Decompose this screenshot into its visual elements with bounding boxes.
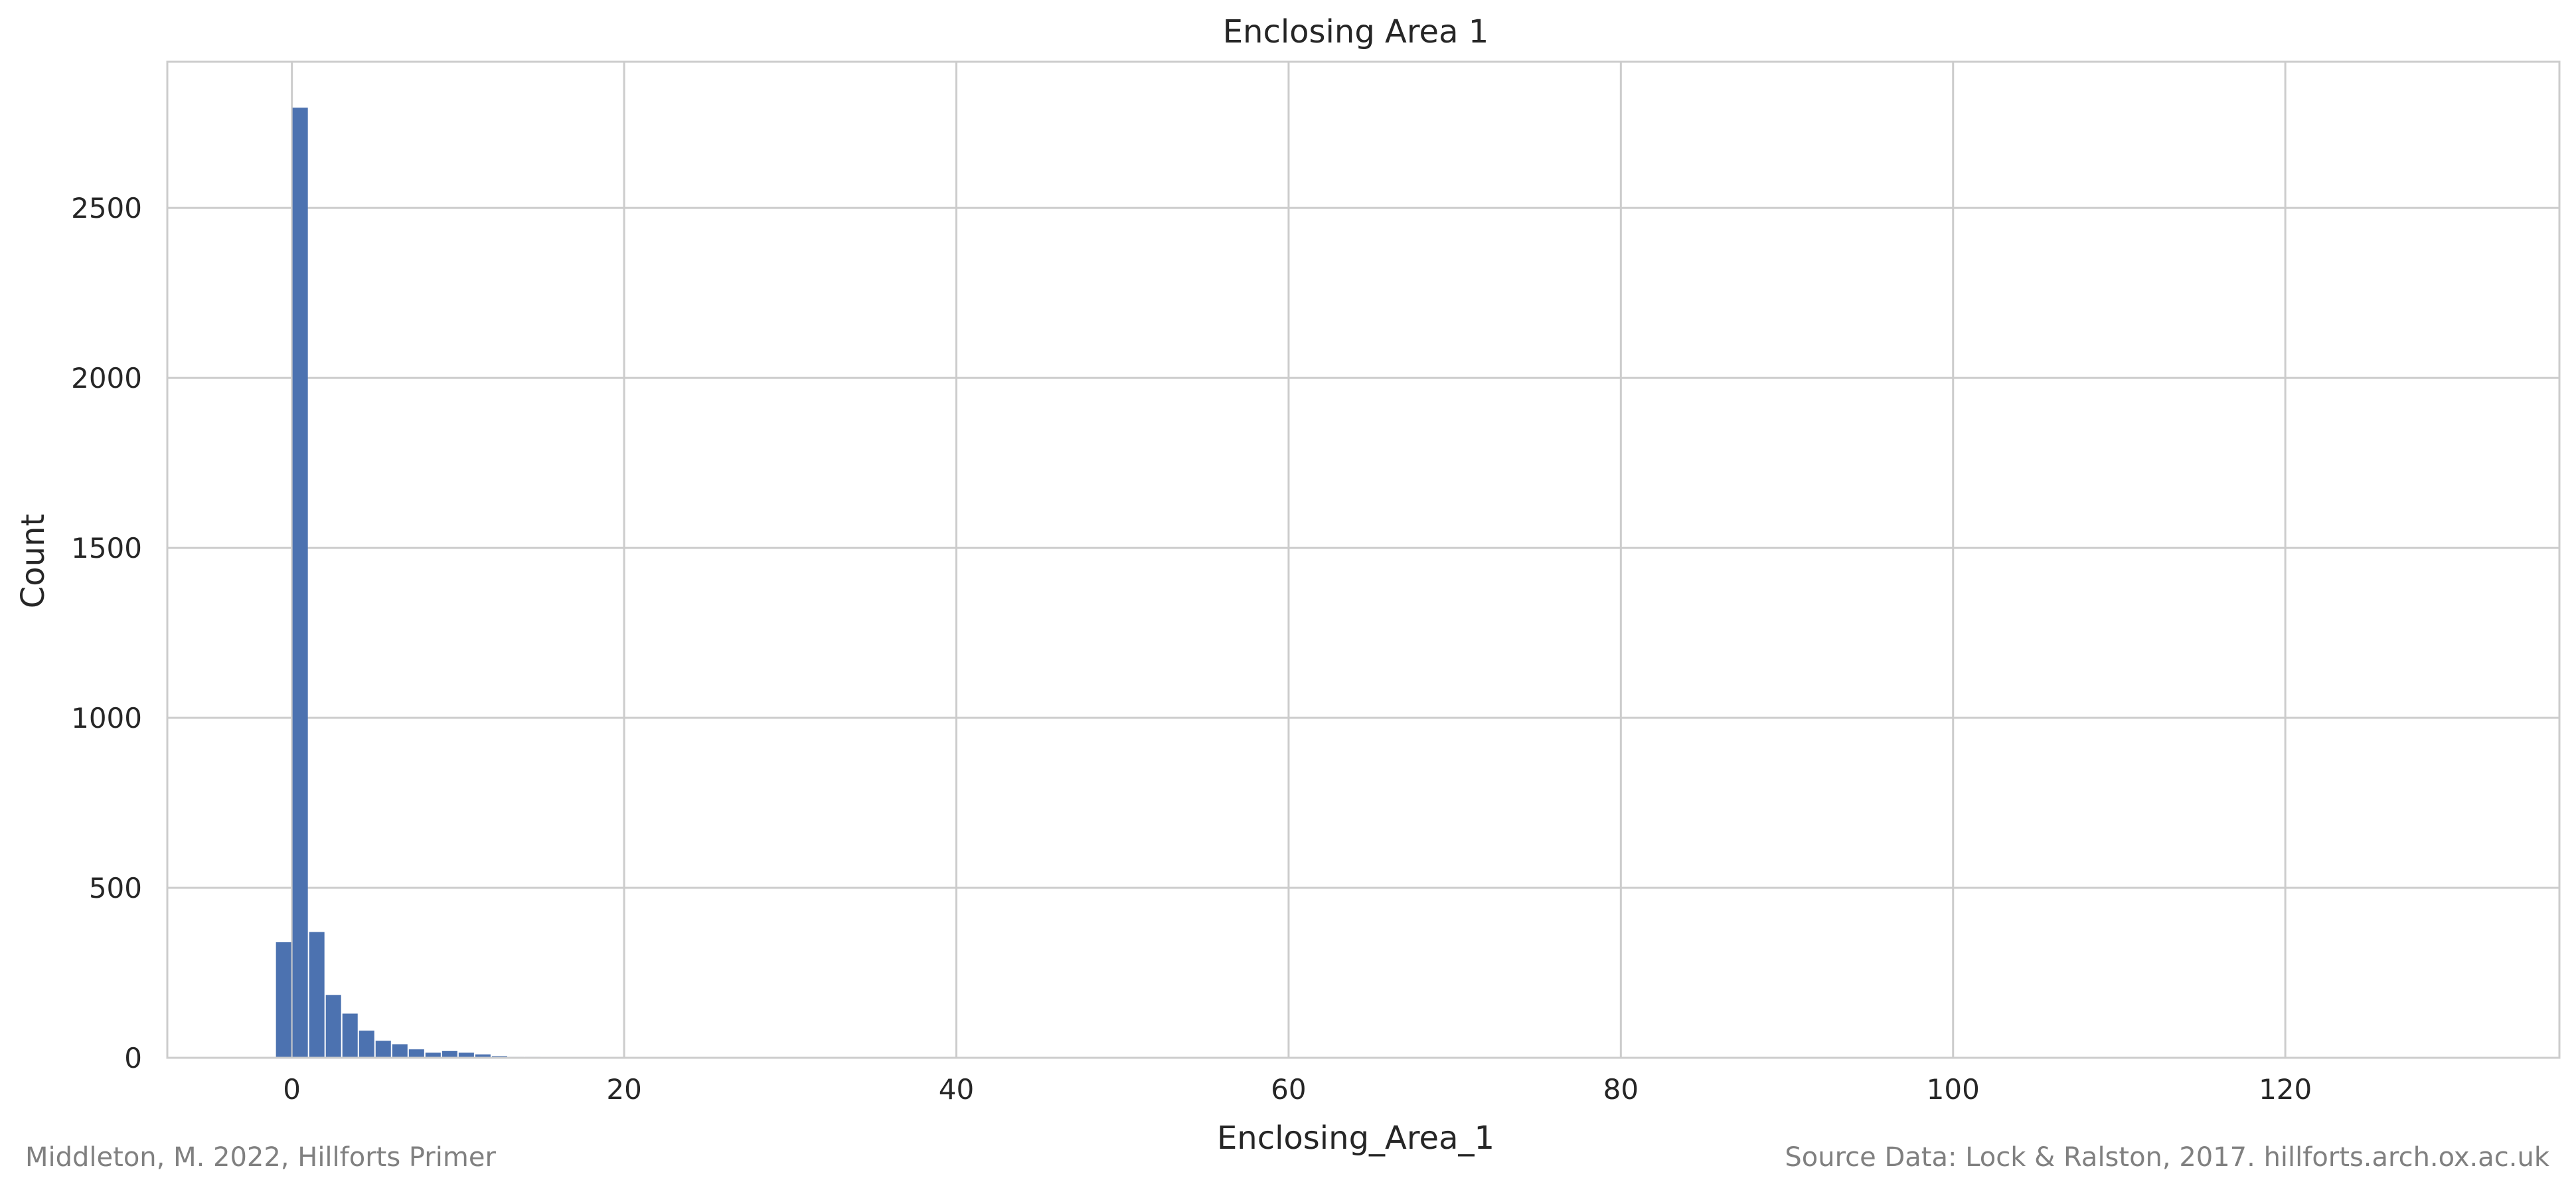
- histogram-bar: [276, 942, 291, 1058]
- y-tick-label: 0: [124, 1042, 142, 1074]
- histogram-bar: [458, 1052, 474, 1058]
- histogram-bar: [408, 1049, 424, 1058]
- x-axis-title: Enclosing_Area_1: [1217, 1120, 1494, 1157]
- x-tick-label: 100: [1927, 1073, 1980, 1106]
- x-tick-label: 20: [606, 1073, 641, 1106]
- footnote-credit: Middleton, M. 2022, Hillforts Primer: [25, 1142, 496, 1173]
- x-tick-label: 80: [1603, 1073, 1639, 1106]
- y-tick-label: 1000: [71, 702, 142, 734]
- y-tick-label: 500: [89, 872, 142, 904]
- x-tick-label: 120: [2259, 1073, 2312, 1106]
- y-tick-label: 1500: [71, 532, 142, 564]
- histogram-bar: [392, 1044, 408, 1058]
- histogram-bars: [276, 108, 2435, 1058]
- histogram-bar: [475, 1054, 491, 1058]
- y-tick-label: 2000: [71, 362, 142, 394]
- histogram-bar: [359, 1031, 374, 1058]
- plot-frame: [166, 60, 2561, 1059]
- x-tick-label: 60: [1271, 1073, 1306, 1106]
- histogram-bar: [375, 1041, 391, 1058]
- y-tick-label: 2500: [71, 192, 142, 224]
- histogram-bar: [425, 1052, 441, 1058]
- histogram-bar: [442, 1051, 457, 1058]
- histogram-bar: [325, 995, 341, 1058]
- x-tick-labels: 0 20 40 60 80 100 120: [283, 1073, 2312, 1106]
- histogram-bar: [292, 108, 308, 1058]
- footnote-source: Source Data: Lock & Ralston, 2017. hillf…: [1785, 1142, 2549, 1173]
- histogram-bar: [342, 1013, 358, 1058]
- x-tick-label: 40: [939, 1073, 974, 1106]
- y-axis-title: Count: [15, 514, 52, 609]
- histogram-bar: [309, 932, 325, 1058]
- grid-lines: [167, 62, 2559, 1059]
- x-tick-label: 0: [283, 1073, 301, 1106]
- chart-title: Enclosing Area 1: [1223, 13, 1489, 50]
- y-tick-labels: 0 500 1000 1500 2000 2500: [71, 192, 142, 1074]
